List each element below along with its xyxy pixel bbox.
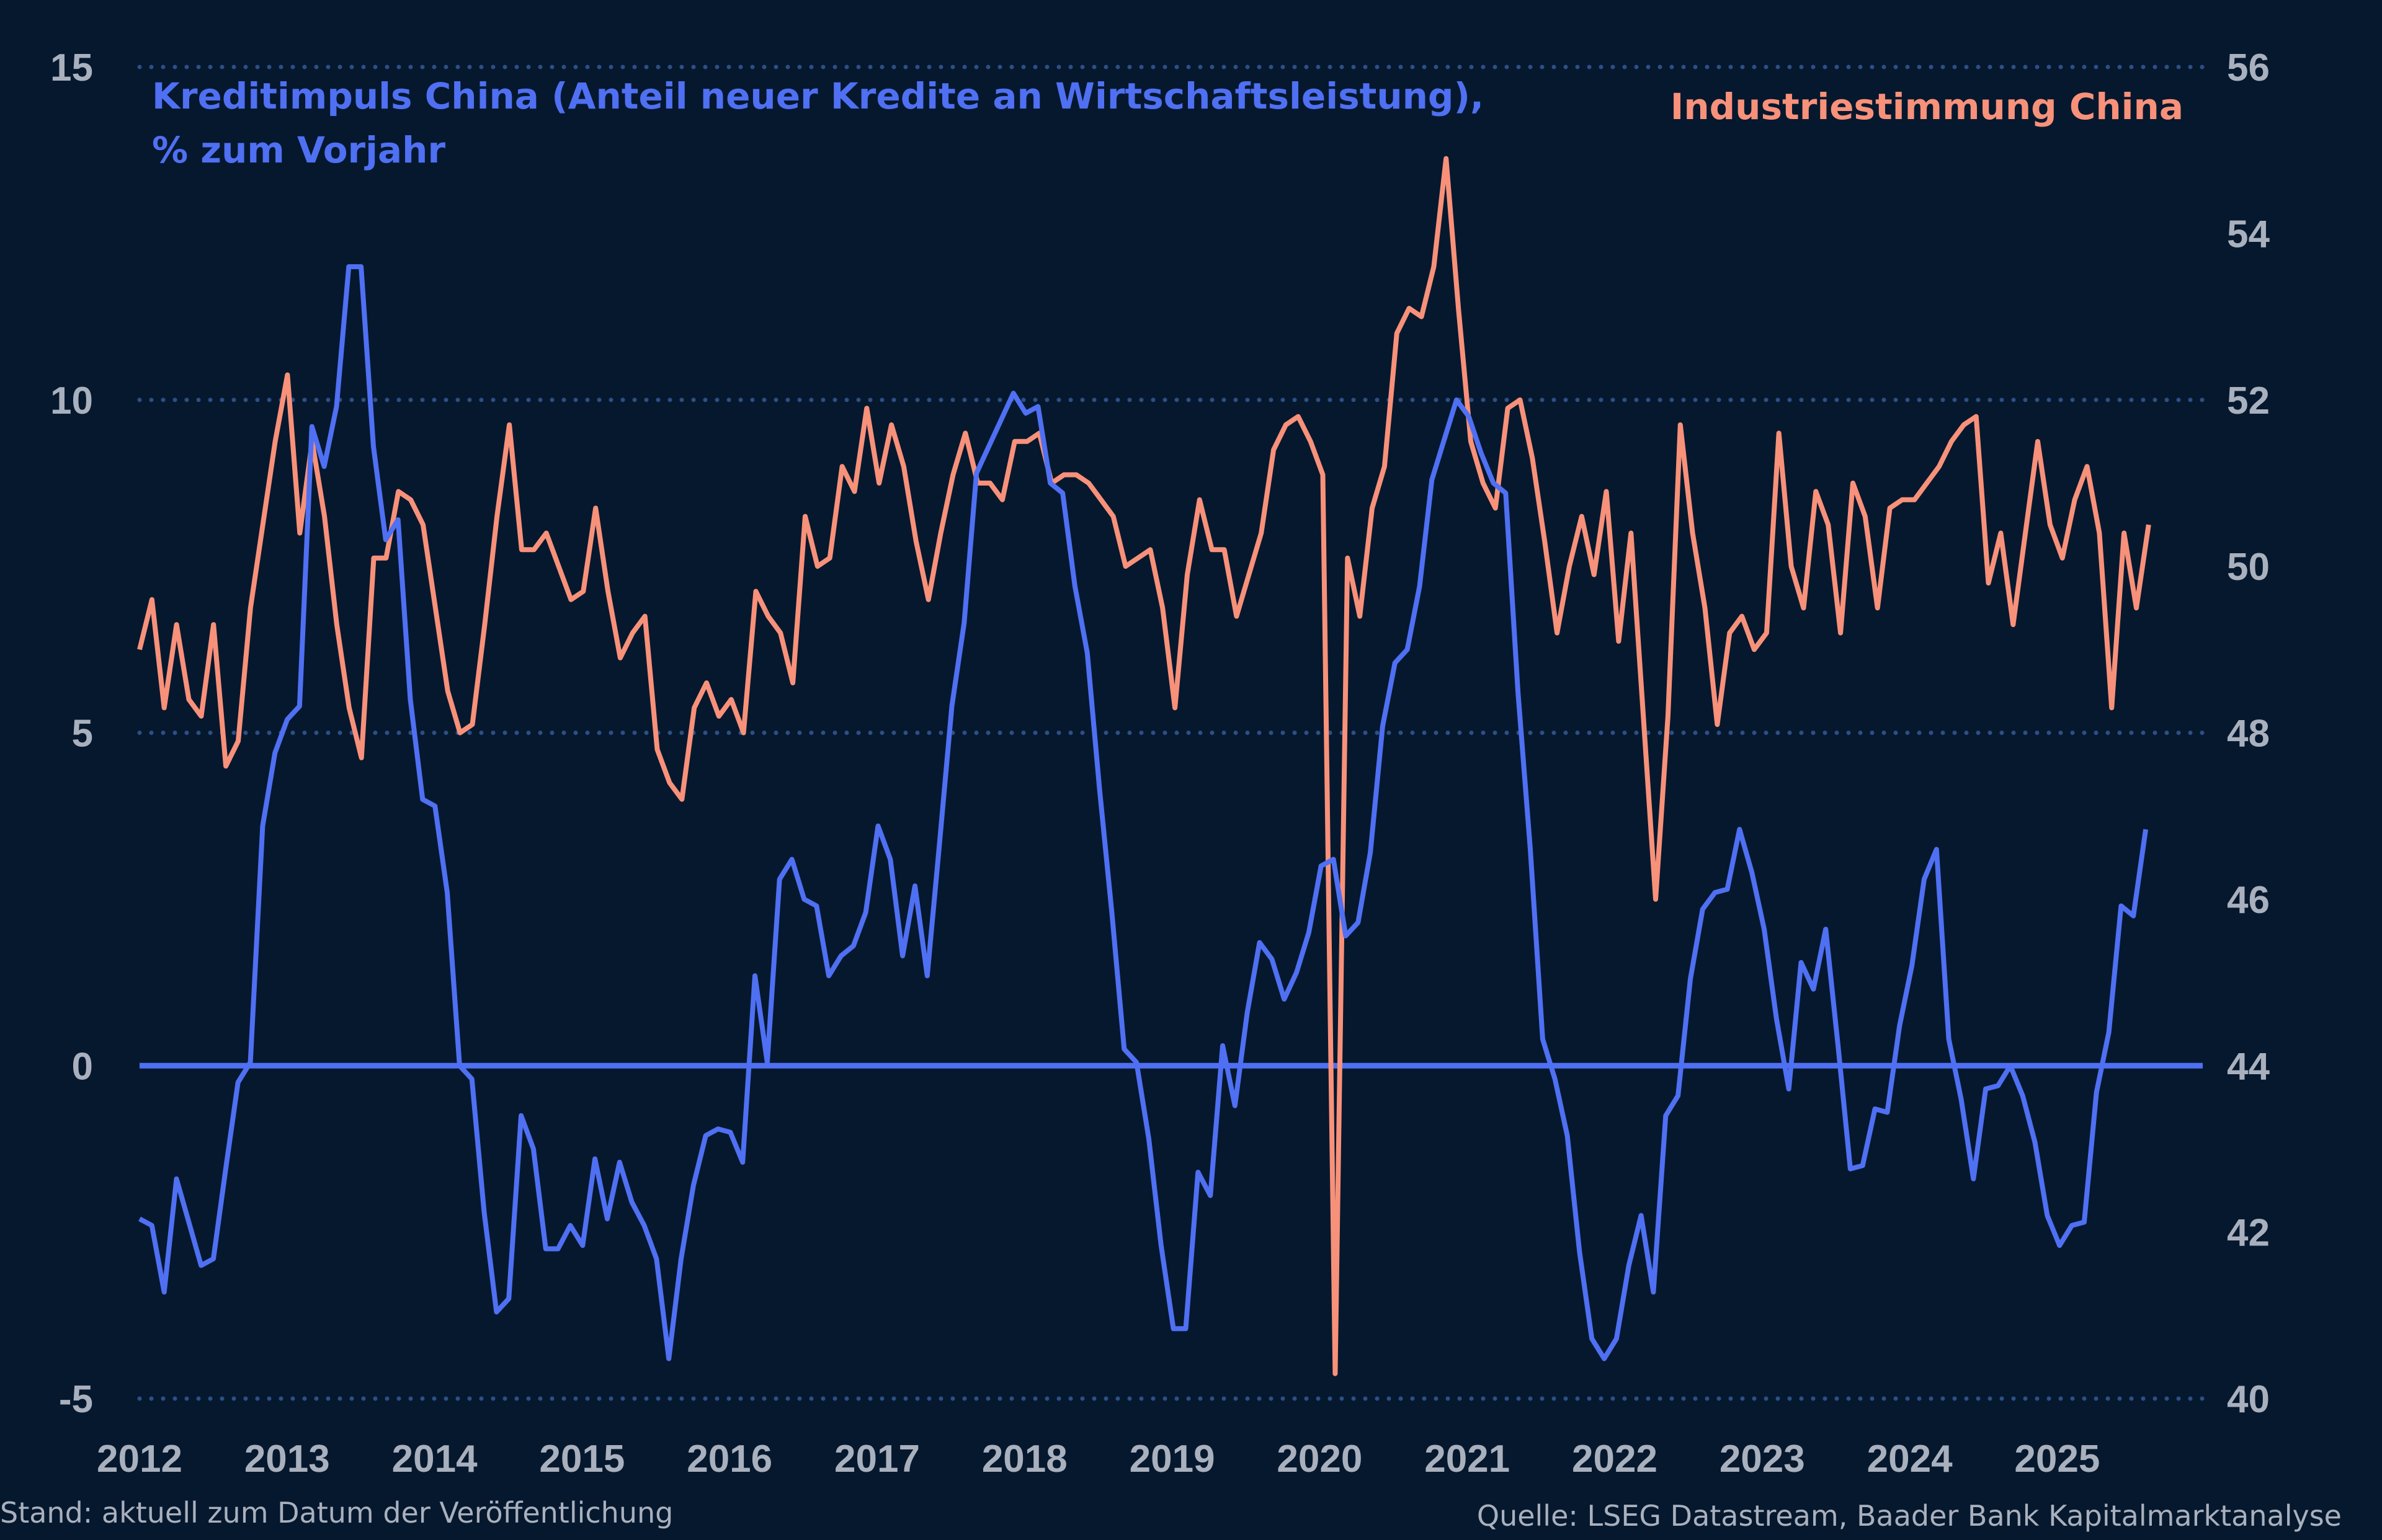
left-series-title: Kreditimpuls China (Anteil neuer Kredite… (152, 75, 1484, 117)
x-axis-tick-label: 2024 (1867, 1438, 1953, 1480)
right-series-title: Industriestimmung China (1671, 86, 2184, 128)
kreditimpuls-line (138, 264, 2149, 1361)
x-axis-tick-label: 2019 (1130, 1438, 1215, 1480)
x-axis-tick-label: 2016 (687, 1438, 772, 1480)
x-axis-tick-label: 2012 (97, 1438, 182, 1480)
left-axis-ticks: 15 10 5 0 -5 (50, 47, 93, 1421)
left-axis-tick-label: 10 (50, 380, 93, 422)
right-axis-tick-label: 42 (2227, 1212, 2270, 1255)
left-axis-tick-label: 5 (72, 713, 93, 755)
x-axis-tick-label: 2020 (1277, 1438, 1362, 1480)
gridlines (137, 65, 2205, 1401)
right-axis-tick-label: 46 (2227, 879, 2270, 922)
left-axis-tick-label: -5 (59, 1378, 93, 1421)
right-axis-tick-label: 48 (2227, 713, 2270, 755)
x-axis-tick-label: 2025 (2014, 1438, 2100, 1480)
right-axis-ticks: 56 54 52 50 48 46 44 42 40 (2227, 47, 2270, 1421)
x-axis-tick-label: 2023 (1720, 1438, 1805, 1480)
right-axis-tick-label: 52 (2227, 380, 2270, 422)
industriestimmung-line (137, 156, 2151, 1376)
x-axis-tick-label: 2015 (539, 1438, 625, 1480)
right-axis-tick-label: 50 (2227, 546, 2270, 589)
left-series-title-line2: % zum Vorjahr (152, 129, 445, 171)
right-axis-tick-label: 56 (2227, 47, 2270, 89)
footer-source: Quelle: LSEG Datastream, Baader Bank Kap… (1477, 1499, 2342, 1533)
x-axis-tick-label: 2018 (982, 1438, 1068, 1480)
x-axis-tick-label: 2014 (392, 1438, 478, 1480)
x-axis-tick-label: 2017 (834, 1438, 920, 1480)
footer-date-note: Stand: aktuell zum Datum der Veröffentli… (0, 1496, 673, 1529)
right-axis-tick-label: 44 (2227, 1045, 2270, 1088)
series-lines (137, 156, 2203, 1376)
x-axis-tick-label: 2022 (1572, 1438, 1657, 1480)
right-axis-tick-label: 40 (2227, 1378, 2270, 1421)
left-axis-tick-label: 0 (72, 1045, 93, 1088)
left-axis-tick-label: 15 (50, 47, 93, 89)
right-axis-tick-label: 54 (2227, 213, 2270, 256)
x-axis-tick-label: 2021 (1424, 1438, 1510, 1480)
x-axis-ticks: 2012 2013 2014 2015 2016 2017 2018 2019 2020 2021… (97, 1438, 2100, 1480)
x-axis-tick-label: 2013 (244, 1438, 330, 1480)
